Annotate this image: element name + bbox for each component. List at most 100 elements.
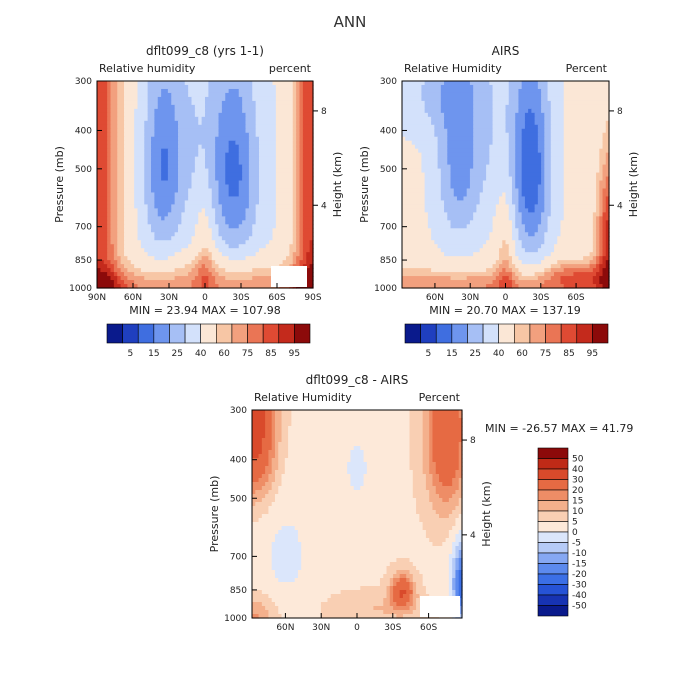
field-cell bbox=[274, 418, 283, 423]
field-cell bbox=[563, 208, 597, 213]
field-cell bbox=[602, 244, 607, 249]
field-cell bbox=[97, 132, 108, 138]
field-cell bbox=[302, 216, 314, 221]
field-cell bbox=[151, 172, 162, 178]
field-cell bbox=[171, 208, 186, 213]
field-cell bbox=[134, 164, 145, 170]
field-cell bbox=[439, 474, 457, 479]
colorbar-label: 60 bbox=[218, 349, 230, 359]
field-cell bbox=[466, 224, 494, 229]
field-cell bbox=[218, 184, 230, 190]
field-cell bbox=[107, 244, 115, 249]
field-cell bbox=[440, 196, 458, 202]
field-cell bbox=[198, 220, 209, 225]
field-cell bbox=[515, 148, 523, 154]
field-cell bbox=[97, 264, 108, 269]
field-cell bbox=[299, 220, 304, 225]
field-cell bbox=[389, 586, 394, 591]
field-cell bbox=[425, 474, 434, 479]
field-cell bbox=[508, 96, 520, 102]
field-cell bbox=[124, 252, 149, 257]
field-cell bbox=[107, 152, 112, 158]
field-cell bbox=[281, 430, 289, 435]
field-cell bbox=[134, 112, 149, 118]
field-cell bbox=[547, 228, 562, 233]
field-cell bbox=[154, 200, 176, 205]
field-cell bbox=[117, 176, 125, 182]
field-cell bbox=[437, 140, 448, 146]
colorbar-label: 75 bbox=[242, 349, 253, 359]
field-cell bbox=[473, 92, 494, 98]
field-cell bbox=[225, 276, 253, 281]
field-cell bbox=[402, 268, 432, 273]
field-cell bbox=[412, 598, 417, 603]
field-cell bbox=[560, 232, 594, 237]
field-cell bbox=[402, 92, 423, 98]
field-cell bbox=[252, 84, 277, 90]
field-cell bbox=[238, 160, 250, 166]
field-cell bbox=[299, 164, 304, 170]
field-cell bbox=[502, 268, 507, 273]
field-cell bbox=[292, 100, 297, 106]
field-cell bbox=[144, 176, 152, 182]
field-cell bbox=[194, 256, 203, 261]
field-cell bbox=[393, 594, 401, 599]
field-cell bbox=[602, 260, 607, 265]
field-cell bbox=[198, 116, 203, 122]
field-cell bbox=[198, 260, 213, 265]
field-cell bbox=[448, 554, 457, 559]
field-cell bbox=[245, 120, 257, 126]
field-cell bbox=[110, 120, 118, 126]
field-cell bbox=[402, 252, 445, 257]
field-cell bbox=[508, 208, 516, 213]
field-cell bbox=[452, 482, 460, 487]
field-cell bbox=[144, 172, 152, 178]
model-y-axis-label: Pressure (mb) bbox=[53, 146, 66, 223]
field-cell bbox=[278, 606, 322, 611]
field-cell bbox=[97, 208, 108, 213]
colorbar-label: 15 bbox=[446, 349, 457, 359]
field-cell bbox=[412, 582, 417, 587]
field-cell bbox=[255, 252, 290, 257]
field-cell bbox=[458, 530, 463, 535]
field-cell bbox=[444, 120, 474, 126]
field-cell bbox=[296, 184, 301, 190]
field-cell bbox=[302, 204, 314, 209]
field-cell bbox=[275, 180, 294, 186]
field-cell bbox=[124, 104, 139, 110]
field-cell bbox=[194, 276, 203, 281]
field-cell bbox=[508, 81, 523, 86]
y-tick-label: 400 bbox=[380, 126, 397, 136]
field-cell bbox=[550, 212, 565, 217]
field-cell bbox=[274, 450, 279, 455]
field-cell bbox=[184, 81, 209, 86]
field-cell bbox=[174, 200, 186, 205]
field-cell bbox=[537, 84, 549, 90]
field-cell bbox=[271, 542, 302, 547]
colorbar-box bbox=[537, 500, 569, 512]
field-cell bbox=[178, 188, 189, 194]
field-cell bbox=[97, 200, 108, 205]
field-cell bbox=[432, 438, 463, 443]
field-cell bbox=[402, 176, 426, 182]
field-cell bbox=[275, 84, 294, 90]
field-cell bbox=[110, 180, 118, 186]
field-cell bbox=[110, 100, 118, 106]
field-cell bbox=[215, 156, 226, 162]
field-cell bbox=[455, 574, 460, 579]
field-cell bbox=[602, 188, 610, 194]
field-cell bbox=[191, 260, 199, 265]
field-cell bbox=[437, 136, 448, 142]
field-cell bbox=[137, 228, 152, 233]
field-cell bbox=[124, 136, 135, 142]
field-cell bbox=[238, 188, 250, 194]
field-cell bbox=[350, 454, 365, 459]
field-cell bbox=[563, 284, 597, 289]
field-cell bbox=[448, 578, 453, 583]
field-cell bbox=[286, 256, 294, 261]
colorbar-label: 0 bbox=[572, 528, 578, 538]
x-tick-label: 0 bbox=[354, 623, 360, 633]
field-cell bbox=[440, 176, 452, 182]
field-cell bbox=[402, 88, 423, 94]
field-cell bbox=[521, 184, 539, 190]
